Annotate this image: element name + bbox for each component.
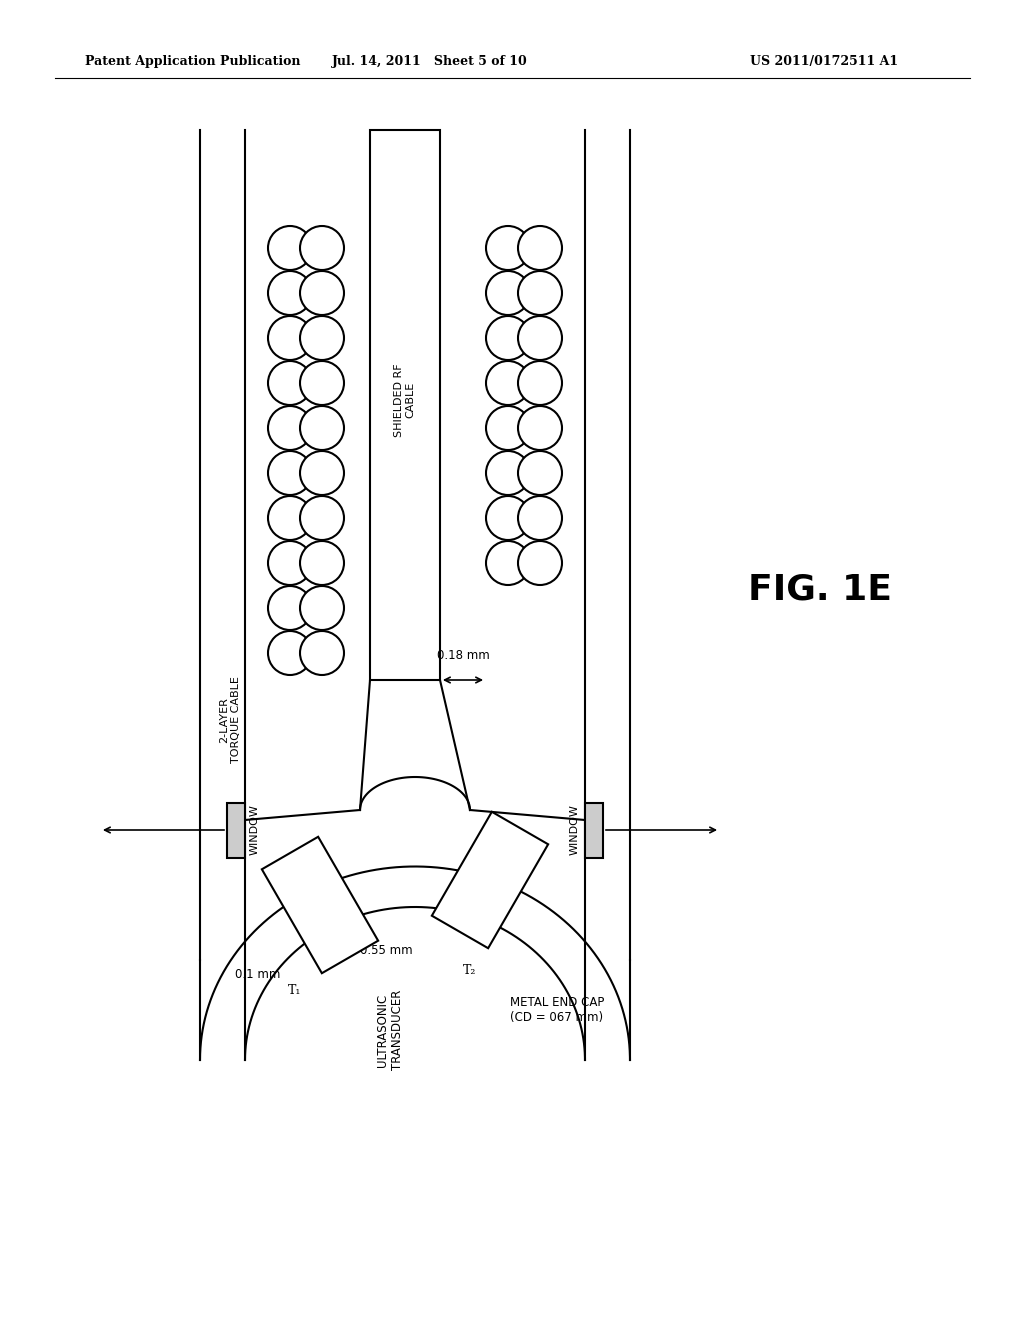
Circle shape (300, 586, 344, 630)
Circle shape (518, 360, 562, 405)
Circle shape (518, 407, 562, 450)
Circle shape (486, 541, 530, 585)
Text: US 2011/0172511 A1: US 2011/0172511 A1 (750, 55, 898, 69)
Circle shape (268, 407, 312, 450)
Circle shape (300, 496, 344, 540)
Circle shape (518, 315, 562, 360)
Text: WINDOW: WINDOW (250, 805, 260, 855)
Circle shape (268, 451, 312, 495)
Circle shape (518, 541, 562, 585)
Circle shape (518, 451, 562, 495)
Circle shape (268, 226, 312, 271)
Circle shape (300, 407, 344, 450)
Text: 0.1 mm: 0.1 mm (236, 969, 281, 982)
Circle shape (300, 541, 344, 585)
Text: 0.18 mm: 0.18 mm (436, 649, 489, 663)
Circle shape (268, 271, 312, 315)
Circle shape (300, 226, 344, 271)
Circle shape (268, 586, 312, 630)
Polygon shape (262, 837, 378, 973)
Circle shape (268, 541, 312, 585)
Text: T₂: T₂ (463, 964, 477, 977)
Text: METAL END CAP
(CD = 067 mm): METAL END CAP (CD = 067 mm) (510, 997, 604, 1024)
Bar (227, 803, 245, 858)
Text: SHIELDED RF
CABLE: SHIELDED RF CABLE (394, 363, 416, 437)
Text: WINDOW: WINDOW (570, 805, 580, 855)
Text: Jul. 14, 2011   Sheet 5 of 10: Jul. 14, 2011 Sheet 5 of 10 (332, 55, 528, 69)
Circle shape (486, 271, 530, 315)
Bar (585, 803, 603, 858)
Circle shape (268, 315, 312, 360)
Text: Patent Application Publication: Patent Application Publication (85, 55, 300, 69)
Text: ULTRASONIC
TRANSDUCER: ULTRASONIC TRANSDUCER (376, 990, 404, 1071)
Text: T₁: T₁ (289, 983, 302, 997)
Circle shape (300, 315, 344, 360)
Circle shape (486, 451, 530, 495)
Text: FIG. 1E: FIG. 1E (748, 573, 892, 607)
Circle shape (486, 360, 530, 405)
Circle shape (518, 271, 562, 315)
Circle shape (486, 407, 530, 450)
Circle shape (300, 451, 344, 495)
Circle shape (300, 360, 344, 405)
Circle shape (268, 496, 312, 540)
Text: 0.55 mm: 0.55 mm (360, 944, 413, 957)
Circle shape (268, 360, 312, 405)
Polygon shape (432, 812, 548, 948)
Circle shape (300, 271, 344, 315)
Circle shape (268, 631, 312, 675)
Circle shape (486, 315, 530, 360)
Circle shape (518, 226, 562, 271)
Circle shape (300, 631, 344, 675)
Text: 2-LAYER
TORQUE CABLE: 2-LAYER TORQUE CABLE (219, 677, 241, 763)
Circle shape (518, 496, 562, 540)
Bar (370, 129, 440, 680)
Circle shape (486, 496, 530, 540)
Circle shape (486, 226, 530, 271)
